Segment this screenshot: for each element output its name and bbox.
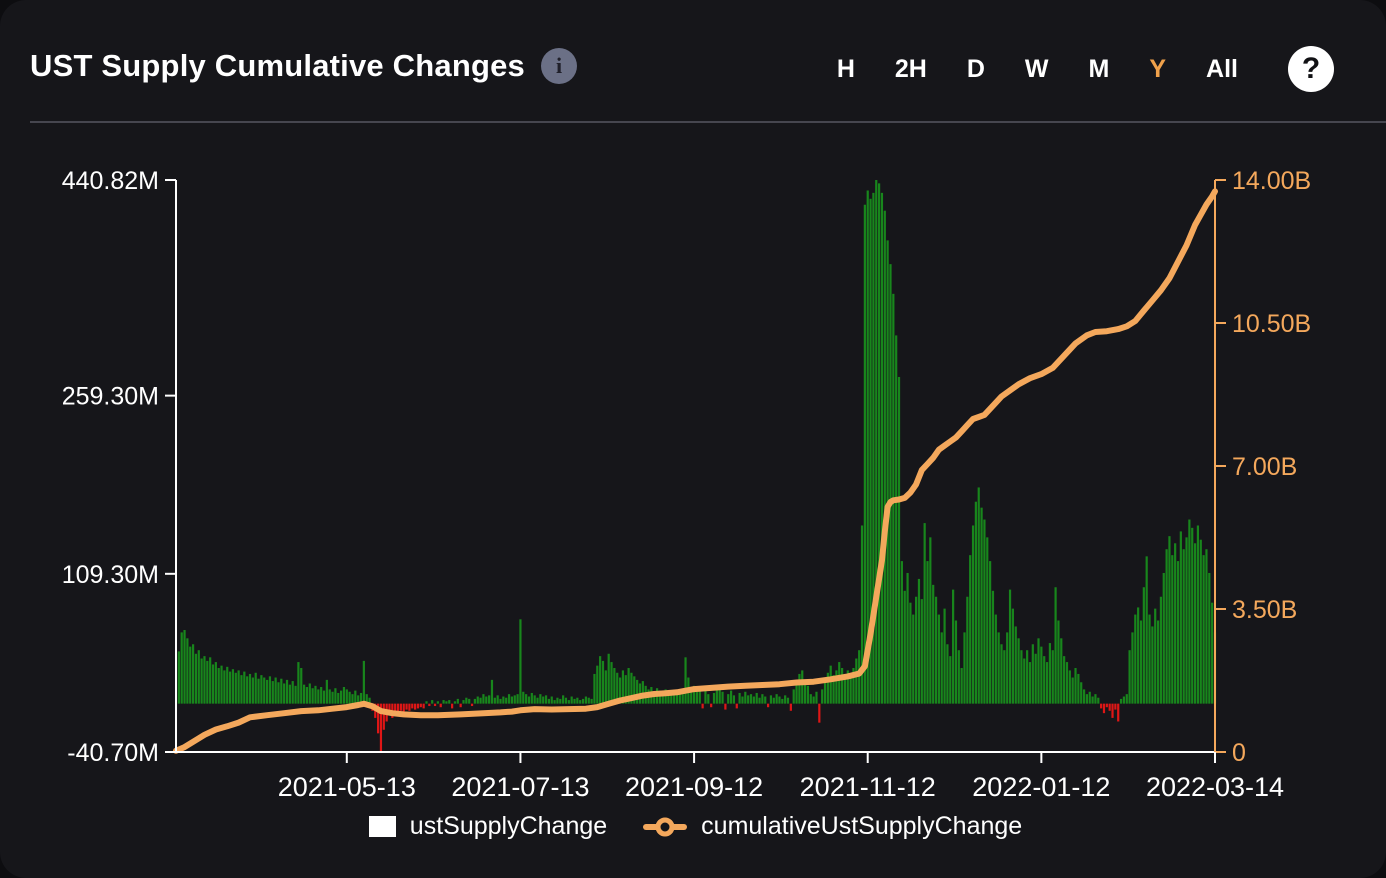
info-glyph: i: [555, 53, 563, 78]
question-mark-icon: ?: [1301, 52, 1321, 85]
legend-label-cumulative-ust-supply-change: cumulativeUstSupplyChange: [701, 812, 1023, 840]
svg-text:2022-03-14: 2022-03-14: [1146, 772, 1284, 802]
page-title: UST Supply Cumulative Changes: [30, 48, 525, 83]
range-option-m[interactable]: M: [1088, 54, 1110, 83]
range-selector: H 2H D W M Y All ?: [837, 46, 1334, 92]
legend-item-ust-supply-change[interactable]: ustSupplyChange: [368, 812, 608, 841]
svg-text:7.00B: 7.00B: [1232, 453, 1297, 481]
bar-swatch-icon: [368, 816, 396, 837]
range-option-w[interactable]: W: [1024, 54, 1049, 83]
svg-text:14.00B: 14.00B: [1232, 167, 1311, 195]
line-marker-icon: [643, 817, 688, 836]
info-icon[interactable]: i: [541, 48, 577, 84]
range-option-d[interactable]: D: [966, 54, 985, 83]
range-option-all[interactable]: All: [1206, 54, 1238, 83]
svg-text:2021-05-13: 2021-05-13: [278, 772, 416, 802]
svg-text:0: 0: [1232, 739, 1246, 767]
svg-text:-40.70M: -40.70M: [67, 739, 159, 767]
svg-text:440.82M: 440.82M: [62, 167, 159, 195]
svg-text:10.50B: 10.50B: [1232, 310, 1311, 338]
legend-item-cumulative-ust-supply-change[interactable]: cumulativeUstSupplyChange: [643, 812, 1022, 841]
range-option-2h[interactable]: 2H: [894, 54, 927, 83]
range-option-h[interactable]: H: [836, 54, 855, 83]
svg-text:3.50B: 3.50B: [1232, 596, 1297, 624]
legend-label-ust-supply-change: ustSupplyChange: [409, 812, 608, 840]
svg-text:2021-09-12: 2021-09-12: [625, 772, 763, 802]
legend: ustSupplyChange cumulativeUstSupplyChang…: [176, 812, 1215, 841]
range-option-y[interactable]: Y: [1149, 54, 1167, 83]
help-button[interactable]: ?: [1288, 46, 1334, 92]
svg-text:109.30M: 109.30M: [62, 561, 159, 589]
svg-text:2021-07-13: 2021-07-13: [451, 772, 589, 802]
header-divider: [30, 121, 1386, 123]
svg-text:259.30M: 259.30M: [62, 383, 159, 411]
svg-text:2022-01-12: 2022-01-12: [972, 772, 1110, 802]
svg-text:2021-11-12: 2021-11-12: [800, 772, 936, 802]
header: UST Supply Cumulative Changes i: [30, 48, 577, 84]
